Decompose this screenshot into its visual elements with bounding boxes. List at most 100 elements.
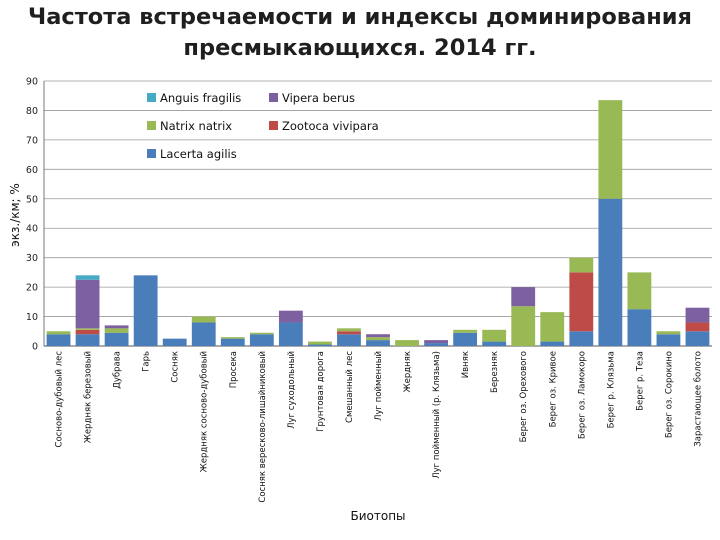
legend-swatch-vipera-berus — [269, 93, 278, 102]
bar-segment-lacerta-agilis — [569, 331, 594, 346]
x-category-label: Дубрава — [113, 351, 123, 389]
bar-segment-vipera-berus — [104, 325, 129, 329]
x-category-label: Берег р. Теза — [635, 351, 645, 411]
y-tick-label: 0 — [32, 342, 38, 353]
x-category-label: Берег оз. Кривое — [548, 351, 558, 427]
bar-segment-lacerta-agilis — [598, 198, 623, 346]
bar-segment-vipera-berus — [424, 340, 448, 344]
y-tick-label: 80 — [26, 106, 38, 117]
x-category-label: Березняк — [490, 351, 500, 393]
bar-segment-natrix-natrix — [453, 329, 478, 333]
chart-title-line-1: Частота встречаемости и индексы доминиро… — [28, 4, 692, 30]
legend-label: Anguis fragilis — [160, 91, 241, 105]
x-category-label: Сосново-дубовый лес — [55, 351, 65, 448]
bar-segment-lacerta-agilis — [366, 340, 390, 346]
bar-segment-lacerta-agilis — [220, 338, 245, 346]
x-category-label: Гарь — [142, 351, 152, 372]
bar-segment-vipera-berus — [685, 307, 710, 323]
x-category-label: Зарастающее болото — [693, 351, 703, 447]
chart-title: Частота встречаемости и индексы доминиро… — [0, 2, 720, 64]
bar-segment-lacerta-agilis — [191, 322, 216, 346]
bar-segment-natrix-natrix — [366, 337, 390, 341]
legend-swatch-anguis-fragilis — [147, 93, 156, 102]
x-category-label: Луг пойменный — [374, 351, 384, 421]
bar-segment-lacerta-agilis — [308, 344, 332, 346]
bar-segment-lacerta-agilis — [540, 341, 565, 346]
x-category-label: Берег оз. Орехового — [519, 351, 529, 442]
bar-segment-lacerta-agilis — [162, 338, 187, 346]
y-tick-label: 70 — [26, 135, 38, 146]
y-tick-label: 40 — [26, 224, 38, 235]
x-category-label: Жердняк сосново-дубовый — [200, 351, 210, 472]
bar-segment-natrix-natrix — [627, 272, 652, 310]
legend-swatch-lacerta-agilis — [147, 149, 156, 158]
x-category-label: Берег оз. Ламокоро — [577, 351, 587, 439]
bar-segment-zootoca-vivipara — [337, 331, 361, 335]
bar-segment-natrix-natrix — [308, 341, 332, 345]
bar-segment-natrix-natrix — [656, 331, 681, 335]
bar-segment-natrix-natrix — [395, 340, 419, 346]
bar-segment-lacerta-agilis — [627, 309, 652, 346]
y-tick-label: 50 — [26, 194, 38, 205]
legend-label: Lacerta agilis — [160, 147, 237, 161]
y-tick-label: 30 — [26, 253, 38, 264]
bar-segment-lacerta-agilis — [337, 334, 361, 346]
bar-segment-lacerta-agilis — [482, 341, 507, 346]
bar-segment-natrix-natrix — [337, 328, 361, 332]
y-tick-label: 60 — [26, 165, 38, 176]
x-category-label: Ивняк — [461, 351, 471, 378]
bar-segment-anguis-fragilis — [75, 275, 100, 280]
y-tick-label: 10 — [26, 312, 38, 323]
bar-segment-natrix-natrix — [249, 332, 274, 335]
bar-segment-vipera-berus — [278, 310, 303, 323]
bar-segment-lacerta-agilis — [75, 334, 100, 346]
bar-segment-natrix-natrix — [511, 306, 536, 346]
bar-segment-lacerta-agilis — [685, 331, 710, 346]
x-category-label: Жердняк — [403, 351, 413, 392]
x-category-label: Жердняк березовый — [84, 351, 94, 443]
bar-segment-lacerta-agilis — [104, 332, 129, 346]
bar-segment-lacerta-agilis — [424, 343, 448, 346]
bar-segment-natrix-natrix — [569, 257, 594, 273]
y-tick-label: 90 — [26, 77, 38, 88]
chart-title-line-2: пресмыкающихся. 2014 гг. — [183, 35, 537, 61]
bar-segment-lacerta-agilis — [656, 334, 681, 346]
bar-segment-natrix-natrix — [191, 316, 216, 323]
bar-segment-lacerta-agilis — [453, 332, 478, 346]
bar-segment-zootoca-vivipara — [75, 329, 100, 335]
bar-segment-zootoca-vivipara — [685, 322, 710, 332]
bar-segment-natrix-natrix — [598, 100, 623, 199]
x-category-label: Сосняк вересково-лишайниковый — [258, 351, 268, 503]
bar-segment-natrix-natrix — [46, 331, 71, 335]
x-category-label: Берег р. Клязьма — [606, 351, 616, 428]
x-category-label: Смешанный лес — [345, 351, 355, 423]
bar-segment-natrix-natrix — [75, 328, 100, 330]
bar-segment-natrix-natrix — [220, 337, 245, 339]
x-axis-title: Биотопы — [350, 509, 405, 523]
bar-segment-zootoca-vivipara — [569, 272, 594, 332]
x-category-label: Луг пойменный (р. Клязьма) — [432, 351, 442, 479]
bar-segment-natrix-natrix — [104, 328, 129, 333]
y-axis-title: экз./км; % — [8, 183, 22, 247]
legend-label: Zootoca vivipara — [282, 119, 379, 133]
legend-swatch-natrix-natrix — [147, 121, 156, 130]
x-category-label: Просека — [229, 351, 239, 388]
bar-segment-lacerta-agilis — [46, 334, 71, 346]
x-category-label: Грунтовая дорога — [316, 351, 326, 432]
x-category-label: Сосняк — [171, 351, 181, 383]
x-category-label: Луг суходольный — [287, 351, 297, 429]
bar-segment-natrix-natrix — [540, 312, 565, 342]
bar-segment-vipera-berus — [75, 279, 100, 329]
bar-segment-lacerta-agilis — [278, 322, 303, 346]
x-category-label: Берег оз. Сорокино — [664, 351, 674, 438]
bar-segment-vipera-berus — [366, 334, 390, 338]
bar-segment-lacerta-agilis — [249, 334, 274, 346]
legend-label: Natrix natrix — [160, 119, 232, 133]
bar-segment-natrix-natrix — [482, 329, 507, 342]
bar-segment-lacerta-agilis — [133, 275, 158, 346]
y-tick-label: 20 — [26, 283, 38, 294]
bar-segment-vipera-berus — [511, 287, 536, 307]
legend-swatch-zootoca-vivipara — [269, 121, 278, 130]
legend-label: Vipera berus — [282, 91, 355, 105]
